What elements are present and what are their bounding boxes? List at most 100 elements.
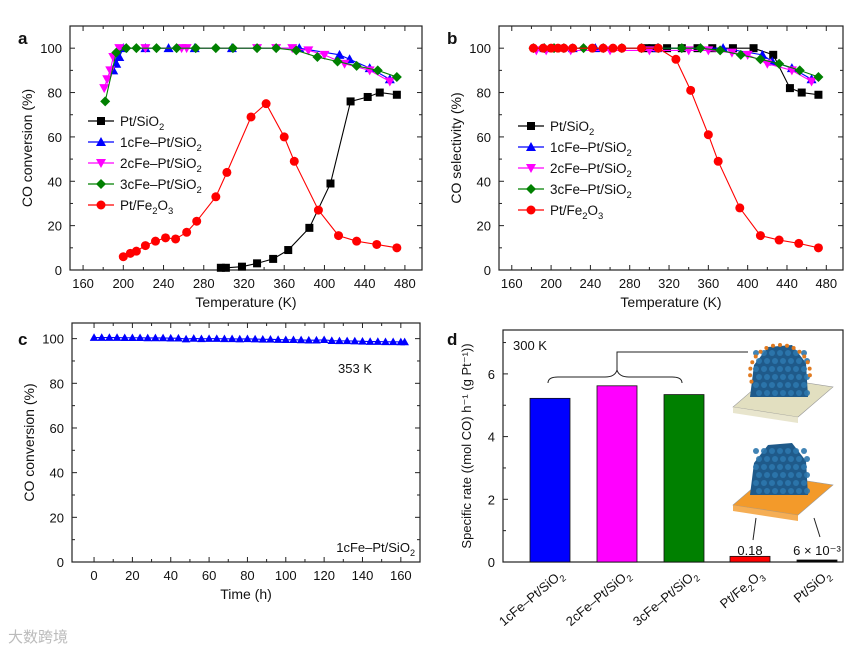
pt-atom (756, 488, 762, 494)
circle-marker (528, 43, 538, 53)
diamond-marker (715, 45, 726, 56)
legend-label: 3cFe–Pt/SiO2 (120, 177, 202, 196)
square-marker (253, 259, 262, 268)
bar-value-label: 0.18 (737, 543, 762, 558)
triangle-up-marker (289, 335, 298, 344)
pt-atom (801, 448, 807, 454)
x-tick-label: 240 (153, 276, 175, 291)
triangle-up-marker (327, 336, 337, 344)
category-label: 1cFe–Pt/SiO2 (496, 567, 568, 631)
fe-species (753, 354, 758, 359)
circle-marker (713, 156, 723, 166)
circle-marker (598, 43, 608, 53)
triangle-up-marker (151, 333, 160, 342)
x-tick-label: 160 (501, 276, 523, 291)
diamond-marker (755, 54, 766, 65)
square-marker (237, 262, 246, 271)
circle-marker (568, 43, 578, 53)
y-tick-label: 100 (42, 332, 64, 347)
pt-atom (772, 390, 778, 396)
triangle-up-marker (220, 334, 229, 343)
y-axis-label: Specific rate ((mol CO) h⁻¹ (g Pt⁻¹)) (459, 343, 474, 548)
triangle-down-marker (339, 59, 350, 69)
circle-marker (352, 236, 362, 246)
x-tick-label: 160 (390, 568, 412, 583)
triangle-down-marker (319, 50, 330, 60)
triangle-down-marker (96, 159, 106, 168)
pt-atom (785, 464, 791, 470)
panel-d: 0 2 4 6 Specific rate ((mol CO) h⁻¹ (g Pt⁻¹)… (459, 329, 844, 631)
diamond-marker (131, 43, 142, 54)
triangle-up-marker (120, 333, 130, 342)
circle-marker (735, 203, 745, 213)
circle-marker (653, 43, 663, 53)
y-tick-label: 100 (40, 41, 62, 56)
triangle-up-marker (281, 335, 291, 344)
x-tick-label: 280 (193, 276, 215, 291)
pt-fe2o3-illustration (732, 443, 834, 521)
fe-species (749, 379, 754, 384)
x-tick-label: 360 (273, 276, 295, 291)
pt-atom (753, 464, 759, 470)
triangle-up-marker (273, 335, 283, 343)
group-brace (547, 368, 683, 384)
x-tick-label: 140 (352, 568, 374, 583)
pt-atom (780, 390, 786, 396)
triangle-up-marker (112, 333, 122, 341)
triangle-down-marker (114, 44, 125, 54)
x-tick-label: 120 (313, 568, 335, 583)
pt-atom (769, 350, 775, 356)
pt-atom (785, 366, 791, 372)
pt-atom (796, 472, 802, 478)
triangle-up-marker (526, 142, 536, 151)
fe-species (750, 360, 755, 365)
triangle-up-marker (235, 334, 245, 343)
triangle-up-marker (319, 335, 329, 344)
pt-atom (793, 382, 799, 388)
y-tick-label: 0 (484, 263, 491, 278)
y-axis-label: CO conversion (%) (21, 383, 37, 501)
y-axis-label: CO selectivity (%) (448, 92, 464, 203)
diamond-marker (227, 43, 238, 54)
watermark: 大数跨境 (8, 629, 69, 646)
pt-atom (804, 456, 810, 462)
triangle-up-marker (250, 334, 260, 343)
triangle-up-marker (143, 333, 153, 342)
pt-atom (804, 390, 810, 396)
triangle-up-marker (158, 333, 168, 342)
catalyst-annotation: 1cFe–Pt/SiO2 (336, 540, 415, 558)
triangle-up-marker (350, 336, 360, 345)
pt-atom (761, 480, 767, 486)
legend-label: 2cFe–Pt/SiO2 (120, 156, 202, 175)
legend: Pt/SiO2 1cFe–Pt/SiO2 2cFe–Pt/SiO2 3cFe–Pt/S… (88, 114, 202, 217)
y-tick-label: 100 (469, 41, 491, 56)
triangle-up-marker (227, 334, 237, 343)
y-axis-label: CO conversion (%) (19, 89, 35, 207)
series-line (104, 47, 398, 102)
pt-atom (780, 358, 786, 364)
square-marker (216, 263, 225, 272)
legend-label: 2cFe–Pt/SiO2 (550, 161, 632, 180)
y-tick-label: 0 (488, 555, 495, 570)
pt-atom (793, 464, 799, 470)
circle-marker (538, 43, 548, 53)
pt-atom (796, 488, 802, 494)
fe-species (748, 373, 753, 378)
triangle-down-marker (102, 75, 113, 85)
plot-frame (71, 322, 421, 563)
circle-marker (755, 231, 765, 241)
pt-atom (777, 480, 783, 486)
pt-atom (785, 480, 791, 486)
temperature-annotation: 300 K (513, 338, 547, 353)
legend-label: Pt/SiO2 (550, 119, 594, 138)
triangle-up-marker (189, 334, 199, 342)
legend-label: Pt/Fe2O3 (550, 203, 603, 222)
support-edge (733, 407, 798, 423)
fe-species (764, 346, 769, 351)
diamond-marker (332, 56, 343, 67)
series-1cFe-Pt/SiO2 (89, 333, 409, 346)
pt-atom (756, 456, 762, 462)
y-tick-label: 40 (50, 466, 64, 481)
diamond-marker (794, 65, 805, 76)
